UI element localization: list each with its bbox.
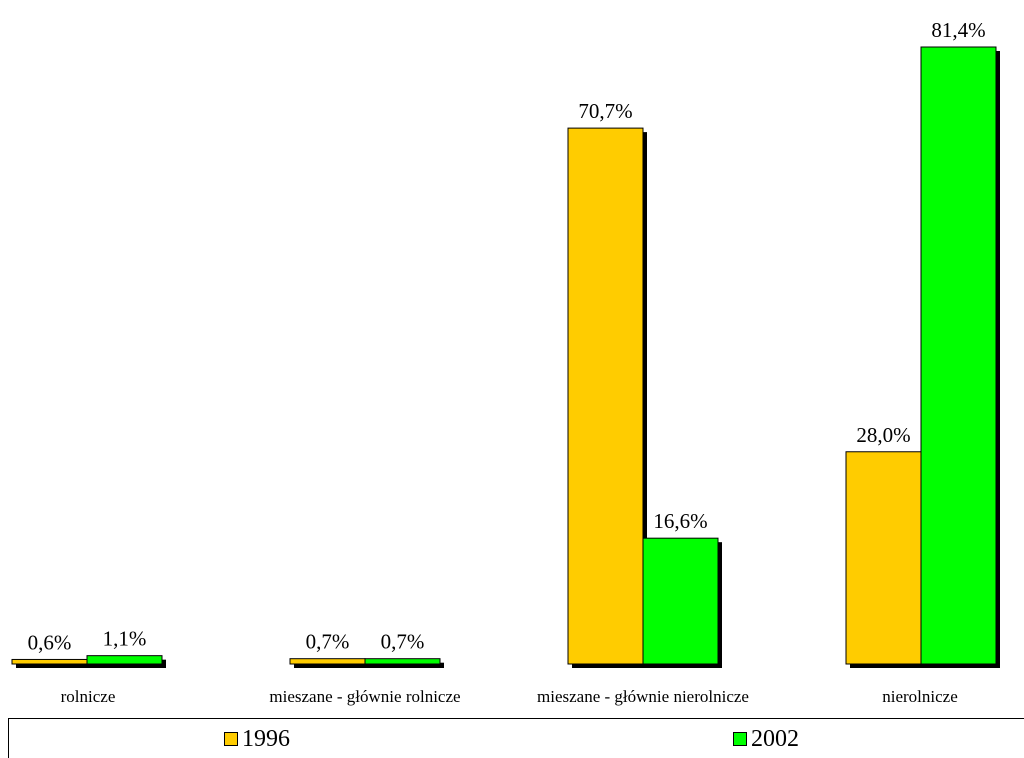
bar-1996-4 bbox=[845, 451, 922, 665]
bar-shadow-1996-1 bbox=[16, 663, 91, 668]
legend-item-2002: 2002 bbox=[733, 725, 799, 753]
legend-item-1996: 1996 bbox=[224, 725, 290, 753]
legend: 1996 2002 bbox=[8, 718, 1024, 758]
bar-2002-4 bbox=[920, 46, 997, 665]
data-label-1996-2: 0,7% bbox=[306, 630, 350, 654]
bar-2002-1 bbox=[86, 655, 163, 665]
legend-label-2002: 2002 bbox=[751, 726, 799, 752]
category-label-1: rolnicze bbox=[61, 687, 116, 706]
category-label-4: nierolnicze bbox=[882, 687, 958, 706]
legend-swatch-2002 bbox=[733, 732, 747, 746]
data-label-1996-4: 28,0% bbox=[856, 423, 910, 447]
data-label-1996-1: 0,6% bbox=[28, 630, 72, 654]
category-label-2: mieszane - głównie rolnicze bbox=[269, 687, 460, 706]
data-label-2002-3: 16,6% bbox=[653, 509, 707, 533]
legend-swatch-1996 bbox=[224, 732, 238, 746]
category-label-3: mieszane - głównie nierolnicze bbox=[537, 687, 749, 706]
data-label-2002-4: 81,4% bbox=[931, 18, 985, 42]
data-label-2002-1: 1,1% bbox=[103, 627, 147, 651]
bar-1996-2 bbox=[289, 658, 366, 665]
bar-2002-3 bbox=[642, 537, 719, 665]
bar-shadow-1996-2 bbox=[294, 662, 369, 668]
bar-2002-2 bbox=[364, 658, 441, 665]
data-label-1996-3: 70,7% bbox=[578, 99, 632, 123]
legend-label-1996: 1996 bbox=[242, 726, 290, 752]
bar-1996-1 bbox=[11, 658, 88, 665]
data-label-2002-2: 0,7% bbox=[381, 630, 425, 654]
bar-shadow-2002-2 bbox=[369, 662, 444, 668]
bar-1996-3 bbox=[567, 127, 644, 665]
bar-chart: 0,6% 1,1% rolnicze 0,7% 0,7% mieszane - główn… bbox=[11, 18, 1000, 706]
